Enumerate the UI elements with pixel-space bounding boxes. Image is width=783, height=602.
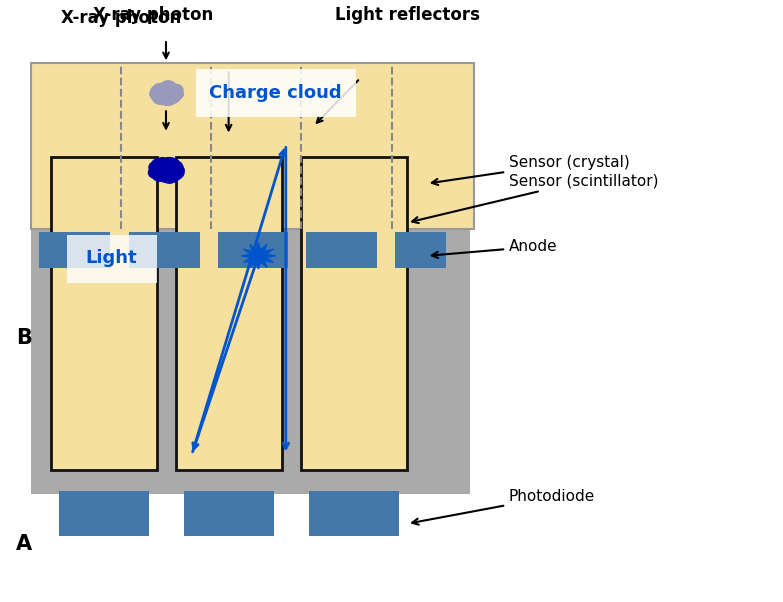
Bar bbox=[176, 157, 282, 470]
Circle shape bbox=[168, 84, 183, 96]
Circle shape bbox=[157, 170, 171, 182]
Circle shape bbox=[157, 82, 171, 93]
Circle shape bbox=[162, 158, 180, 172]
Circle shape bbox=[161, 81, 176, 93]
Circle shape bbox=[150, 88, 164, 99]
Text: Anode: Anode bbox=[431, 240, 557, 258]
FancyBboxPatch shape bbox=[67, 235, 157, 283]
Circle shape bbox=[160, 93, 176, 105]
Circle shape bbox=[149, 161, 166, 174]
Circle shape bbox=[150, 85, 165, 97]
Bar bbox=[129, 232, 200, 268]
Circle shape bbox=[161, 170, 179, 183]
Circle shape bbox=[170, 165, 184, 176]
Text: Photodiode: Photodiode bbox=[412, 489, 595, 525]
Circle shape bbox=[157, 87, 175, 100]
Circle shape bbox=[149, 167, 164, 179]
Bar bbox=[59, 491, 149, 536]
Bar bbox=[51, 157, 157, 470]
Bar bbox=[301, 157, 407, 470]
Bar bbox=[31, 63, 474, 229]
Circle shape bbox=[153, 84, 167, 95]
Circle shape bbox=[166, 170, 181, 181]
Text: Sensor (crystal): Sensor (crystal) bbox=[431, 155, 630, 185]
Bar bbox=[309, 491, 399, 536]
Circle shape bbox=[150, 164, 164, 175]
Text: Light: Light bbox=[85, 249, 137, 267]
Circle shape bbox=[165, 161, 182, 174]
Circle shape bbox=[157, 94, 170, 105]
Circle shape bbox=[152, 169, 168, 181]
Circle shape bbox=[169, 88, 183, 99]
Text: X-ray photon: X-ray photon bbox=[61, 9, 182, 27]
Bar bbox=[395, 232, 446, 268]
Bar bbox=[184, 491, 274, 536]
Circle shape bbox=[168, 91, 182, 102]
Bar bbox=[218, 232, 288, 268]
Circle shape bbox=[164, 84, 178, 94]
Circle shape bbox=[157, 163, 175, 176]
Bar bbox=[306, 232, 377, 268]
Circle shape bbox=[152, 158, 167, 170]
Circle shape bbox=[151, 90, 166, 102]
FancyBboxPatch shape bbox=[196, 69, 356, 117]
Polygon shape bbox=[241, 243, 276, 269]
Text: B: B bbox=[16, 328, 31, 348]
Circle shape bbox=[153, 93, 168, 104]
Circle shape bbox=[161, 158, 177, 170]
Bar bbox=[31, 132, 470, 494]
Circle shape bbox=[164, 92, 179, 104]
Text: Charge cloud: Charge cloud bbox=[209, 84, 342, 102]
Text: Light reflectors: Light reflectors bbox=[334, 6, 480, 24]
Bar bbox=[39, 232, 110, 268]
Text: X-ray photon: X-ray photon bbox=[92, 6, 213, 24]
Circle shape bbox=[166, 166, 184, 179]
Circle shape bbox=[156, 158, 169, 168]
Text: A: A bbox=[16, 534, 32, 554]
Text: Sensor (scintillator): Sensor (scintillator) bbox=[412, 173, 659, 223]
